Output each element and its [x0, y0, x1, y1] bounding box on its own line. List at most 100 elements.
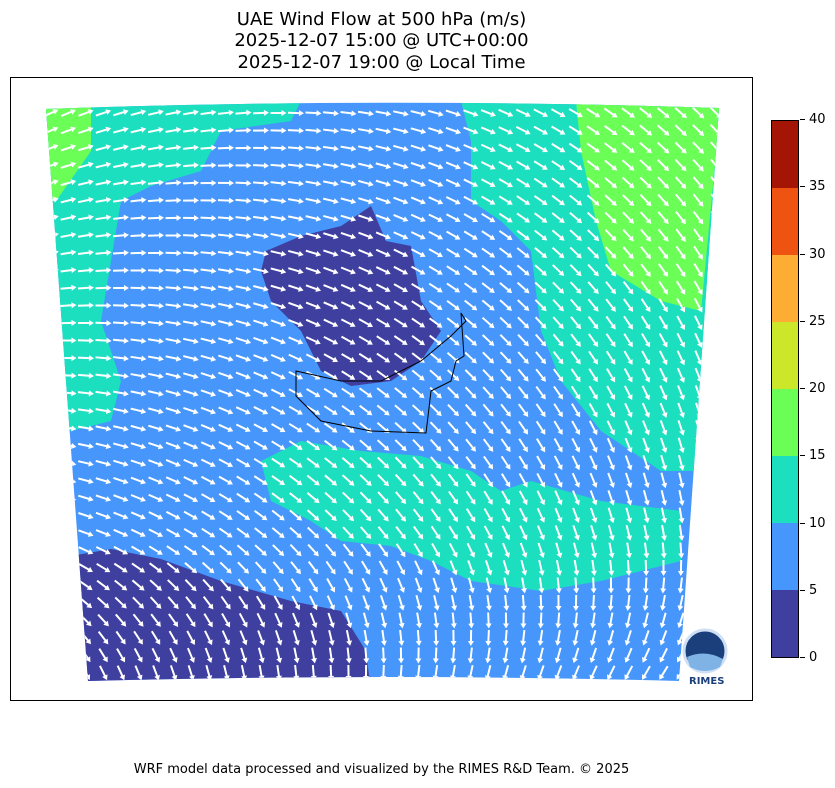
wind-arrow	[254, 544, 267, 556]
wind-arrow	[288, 353, 304, 362]
wind-arrow	[343, 560, 353, 575]
wind-arrow	[642, 577, 649, 594]
wind-arrow	[551, 246, 565, 259]
wind-arrow	[643, 524, 650, 541]
wind-arrow	[200, 303, 217, 310]
wind-arrow	[130, 109, 147, 117]
wind-arrow	[431, 543, 441, 558]
wind-arrow	[393, 265, 409, 275]
colorbar-tick: 20	[800, 381, 826, 396]
wind-arrow	[377, 508, 389, 522]
wind-map	[46, 102, 719, 681]
wind-arrow	[445, 161, 461, 170]
wind-arrow	[463, 247, 478, 258]
wind-arrow	[361, 577, 371, 593]
wind-arrow	[77, 442, 94, 450]
wind-arrow	[536, 438, 546, 453]
wind-arrow	[395, 508, 407, 522]
wind-arrow	[605, 298, 616, 312]
wind-arrow	[498, 143, 514, 153]
wind-arrow	[46, 563, 59, 573]
wind-arrow	[398, 612, 405, 629]
wind-arrow	[552, 298, 564, 312]
wind-arrow	[341, 353, 356, 363]
wind-arrow	[712, 367, 719, 384]
wind-arrow	[253, 509, 268, 521]
wind-arrow	[677, 420, 685, 436]
wind-arrow	[147, 232, 164, 239]
wind-arrow	[463, 109, 479, 117]
wind-arrow	[375, 196, 392, 205]
wind-arrow	[60, 529, 77, 537]
wind-arrow	[235, 388, 251, 397]
wind-arrow	[517, 316, 530, 329]
wind-arrow	[432, 647, 439, 664]
wind-arrow	[430, 456, 442, 470]
wind-arrow	[465, 421, 477, 435]
wind-arrow	[95, 529, 111, 537]
wind-arrow	[590, 612, 597, 629]
wind-arrow	[306, 492, 320, 504]
wind-arrow	[182, 109, 199, 116]
wind-arrow	[147, 162, 164, 169]
wind-arrow	[148, 441, 164, 450]
wind-arrow	[392, 110, 409, 117]
wind-arrow	[200, 372, 217, 380]
wind-arrow	[95, 372, 112, 379]
wind-arrow	[183, 372, 199, 380]
wind-arrow	[204, 630, 213, 646]
wind-arrow	[363, 647, 370, 664]
wind-arrow	[515, 126, 531, 135]
wind-arrow	[625, 524, 633, 541]
wind-arrow	[393, 283, 408, 293]
wind-arrow	[464, 403, 477, 417]
wind-arrow	[624, 455, 633, 471]
wind-arrow	[270, 250, 287, 257]
wind-arrow	[147, 179, 164, 186]
wind-arrow	[182, 285, 199, 292]
wind-arrow	[481, 212, 496, 223]
wind-arrow	[482, 403, 494, 417]
wind-arrow	[483, 525, 493, 541]
wind-arrow	[586, 194, 600, 206]
wind-arrow	[147, 390, 164, 397]
wind-arrow	[621, 107, 635, 118]
wind-arrow	[235, 337, 252, 345]
wind-arrow	[589, 647, 598, 664]
wind-arrow	[501, 507, 511, 523]
colorbar-segment	[772, 523, 798, 590]
wind-arrow	[499, 351, 512, 364]
wind-arrow	[46, 319, 59, 326]
wind-arrow	[358, 335, 373, 345]
wind-arrow	[165, 510, 181, 520]
wind-arrow	[553, 455, 563, 471]
wind-arrow	[393, 352, 408, 363]
wind-arrow	[362, 595, 370, 611]
wind-arrow	[341, 387, 356, 398]
wind-arrow	[183, 458, 199, 467]
wind-arrow	[552, 351, 564, 365]
wind-arrow	[639, 176, 652, 189]
wind-arrow	[60, 232, 77, 238]
wind-arrow	[112, 267, 129, 274]
wind-arrow	[677, 455, 685, 471]
wind-arrow	[641, 333, 651, 348]
wind-arrow	[95, 477, 112, 485]
wind-arrow	[641, 385, 650, 401]
wind-arrow	[60, 302, 77, 309]
wind-arrow	[605, 315, 616, 330]
wind-arrow	[376, 387, 390, 398]
wind-arrow	[291, 595, 301, 611]
wind-arrow	[77, 390, 94, 397]
wind-arrow	[183, 389, 199, 397]
wind-arrow	[553, 438, 563, 453]
wind-arrow	[622, 246, 634, 260]
wind-arrow	[533, 195, 548, 206]
wind-arrow	[77, 196, 94, 204]
wind-arrow	[536, 472, 546, 488]
wind-arrow	[711, 280, 719, 296]
wind-arrow	[428, 300, 443, 311]
wind-arrow	[363, 629, 370, 646]
wind-arrow	[165, 214, 182, 221]
wind-arrow	[428, 230, 444, 240]
